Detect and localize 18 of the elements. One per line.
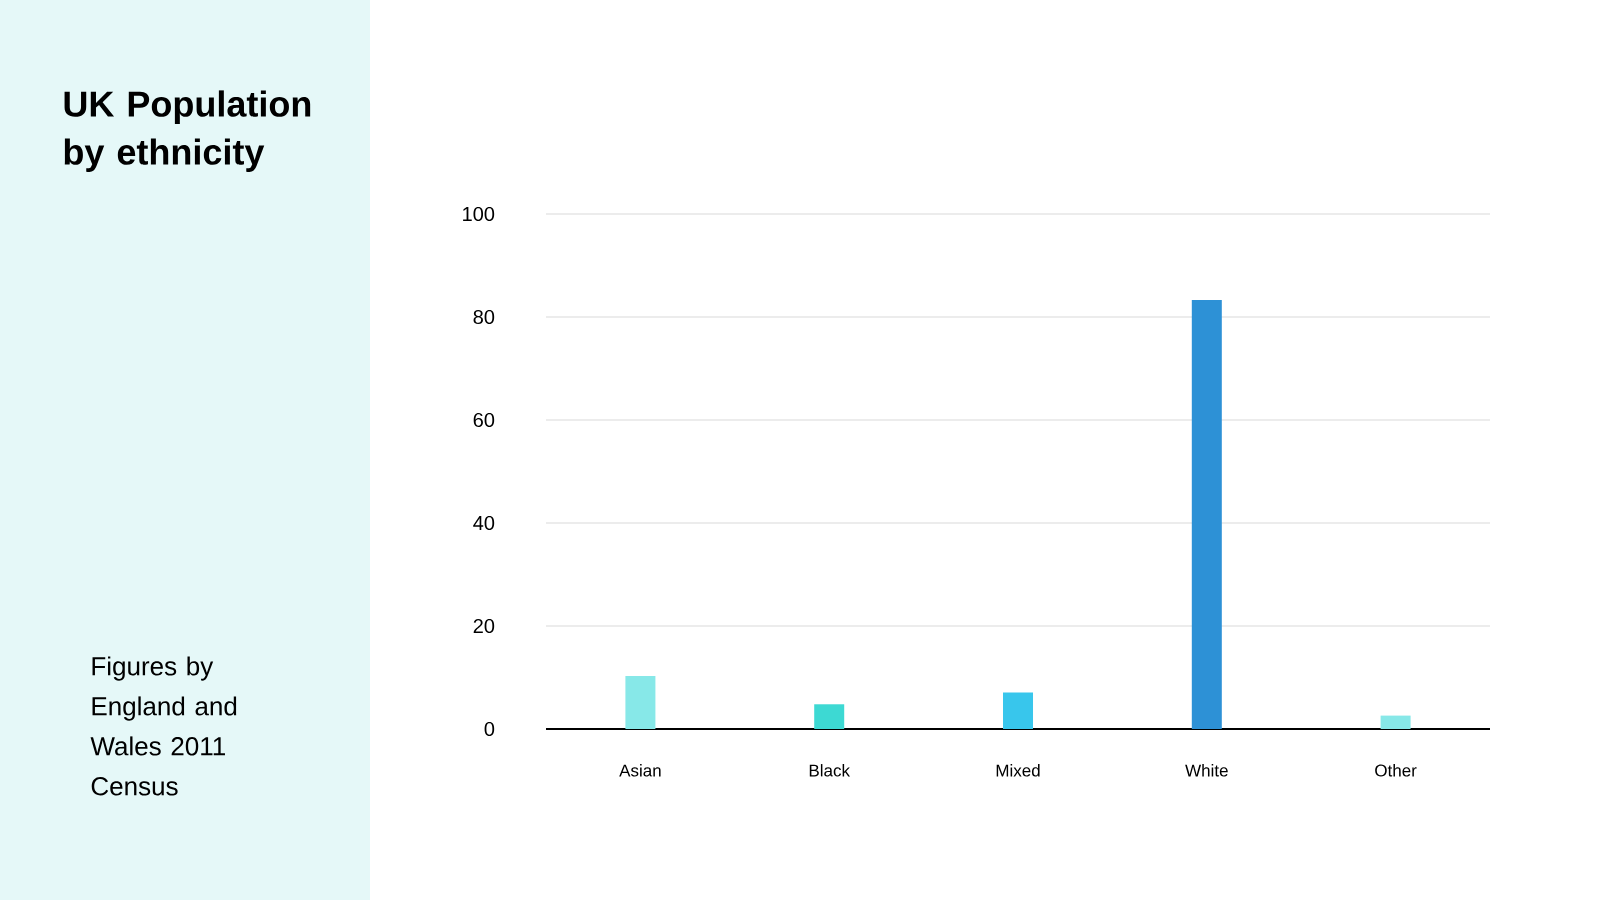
bar — [1380, 715, 1411, 729]
y-tick-label: 20 — [473, 618, 495, 634]
x-tick-label: Black — [809, 764, 851, 777]
x-tick-label: Other — [1375, 764, 1417, 777]
y-tick-label: 0 — [484, 721, 495, 737]
bar — [625, 675, 656, 729]
x-tick-label: Asian — [619, 764, 661, 777]
x-tick-label: White — [1185, 764, 1228, 777]
text: Figures by England and Wales 2011 Census — [90, 656, 237, 796]
bar — [1191, 300, 1222, 729]
text: UK Population by ethnicity — [64, 90, 311, 172]
bar — [814, 704, 845, 729]
y-tick-label: 80 — [473, 309, 495, 325]
x-tick-label: Mixed — [996, 764, 1040, 777]
y-tick-label: 100 — [463, 206, 495, 222]
y-tick-label: 60 — [473, 412, 495, 428]
bar — [1003, 692, 1034, 729]
y-tick-label: 40 — [473, 515, 495, 531]
